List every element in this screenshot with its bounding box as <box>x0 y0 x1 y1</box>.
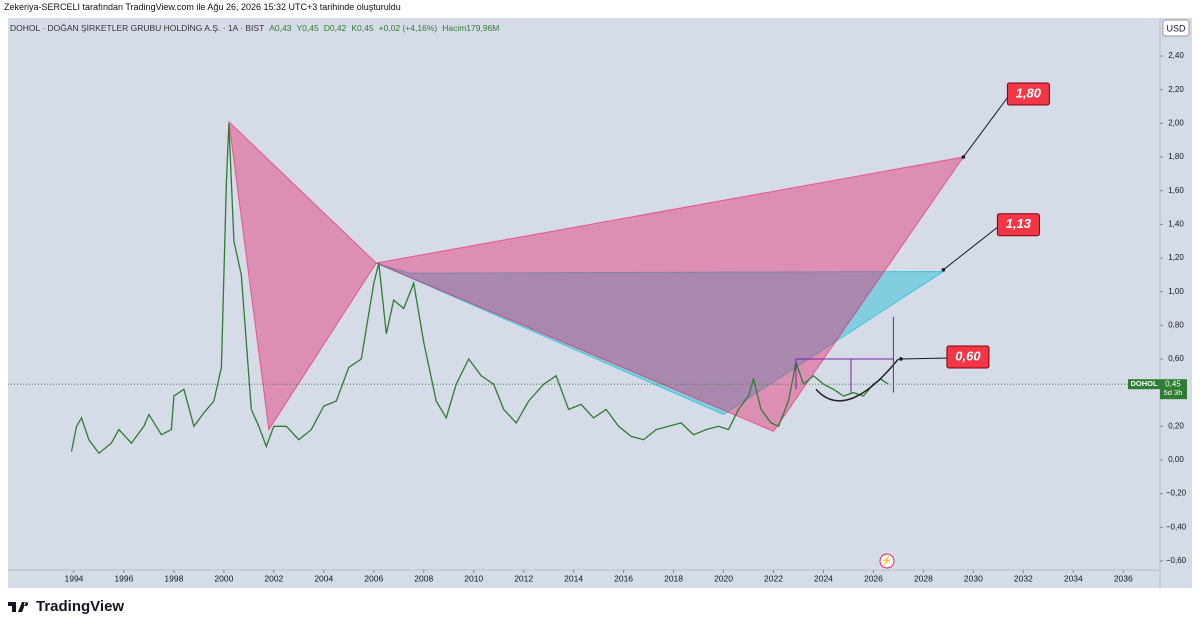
event-icon-glyph: ⚡ <box>881 554 892 566</box>
y-axis-background <box>1160 18 1192 588</box>
x-tick-label: 2000 <box>214 573 233 583</box>
x-tick-label: 2002 <box>264 573 283 583</box>
currency: USD <box>1166 23 1186 33</box>
cup-arc <box>815 358 899 402</box>
legend-value: K0,45 <box>351 23 374 33</box>
y-tick-label: 0,60 <box>1168 354 1184 363</box>
attribution: Zekeriya-SERCELI tarafından TradingView.… <box>4 2 401 12</box>
x-tick-label: 2004 <box>314 573 333 583</box>
y-tick-label: 2,20 <box>1168 85 1184 94</box>
x-tick-label: 2022 <box>764 573 783 583</box>
y-tick-label: 0,80 <box>1168 320 1184 329</box>
y-tick-label: −0,20 <box>1166 489 1187 498</box>
brand-logo <box>8 601 29 612</box>
x-tick-label: 2010 <box>464 573 483 583</box>
symbol-title: DOHOL · DOĞAN ŞİRKETLER GRUBU HOLDİNG A.… <box>10 23 265 33</box>
y-tick-label: −0,40 <box>1166 522 1187 531</box>
harmonic-pattern <box>228 120 377 432</box>
price-tag-label: 0,45 <box>1165 379 1181 388</box>
annotation-box <box>996 213 1040 237</box>
x-tick-label: 2030 <box>964 573 983 583</box>
legend-value: A0,43 <box>269 23 292 33</box>
x-tick-label: 2020 <box>714 573 733 583</box>
event-icon[interactable] <box>879 553 895 569</box>
annotation-leader <box>962 94 1010 158</box>
price-line <box>70 123 889 455</box>
y-tick-label: 2,00 <box>1168 118 1184 127</box>
x-tick-label: 1998 <box>164 573 183 583</box>
legend-value: Y0,45 <box>296 23 319 33</box>
y-tick-label: 1,80 <box>1168 152 1184 161</box>
annotation-label: 1,13 <box>1006 216 1032 231</box>
currency-box[interactable] <box>1162 19 1190 37</box>
countdown: 5d 3h <box>1164 388 1183 397</box>
x-tick-label: 2028 <box>914 573 933 583</box>
annotation-anchor <box>941 267 946 272</box>
x-tick-label: 2016 <box>614 573 633 583</box>
y-tick-label: 0,00 <box>1168 455 1184 464</box>
y-tick-label: −0,60 <box>1166 556 1187 565</box>
x-tick-label: 2006 <box>364 573 383 583</box>
plot: −0,60−0,40−0,200,000,200,400,600,801,001… <box>8 51 1187 583</box>
price-tag <box>1160 379 1187 400</box>
annotation-anchor <box>899 357 903 361</box>
annotation-leader <box>900 357 949 360</box>
x-tick-label: 2014 <box>564 573 583 583</box>
annotation-label: 1,80 <box>1016 85 1042 100</box>
annotation-leader <box>943 225 1000 271</box>
annotation-label: 0,60 <box>955 348 981 363</box>
x-tick-label: 2008 <box>414 573 433 583</box>
plot-background <box>8 18 1160 570</box>
symbol-legend: DOHOL · DOĞAN ŞİRKETLER GRUBU HOLDİNG A.… <box>10 23 499 33</box>
y-tick-label: 1,40 <box>1168 219 1184 228</box>
legend-value: +0,02 (+4,16%) <box>378 23 438 33</box>
y-tick-label: 1,00 <box>1168 287 1184 296</box>
x-tick-label: 1994 <box>64 573 83 583</box>
y-tick-label: 0,20 <box>1168 421 1184 430</box>
range-box <box>795 316 894 393</box>
x-tick-label: 2012 <box>514 573 533 583</box>
x-tick-label: 2018 <box>664 573 683 583</box>
y-tick-label: 2,40 <box>1168 51 1184 60</box>
x-tick-label: 2026 <box>864 573 883 583</box>
legend-value: D0,42 <box>323 23 347 33</box>
symbol-tag <box>1128 379 1160 390</box>
y-tick-label: 1,20 <box>1168 253 1184 262</box>
harmonic-pattern <box>374 156 965 432</box>
x-axis-background <box>8 570 1160 588</box>
brand-name: TradingView <box>36 598 125 615</box>
x-tick-label: 1996 <box>114 573 133 583</box>
x-tick-label: 2036 <box>1114 573 1133 583</box>
annotation-anchor <box>961 155 966 159</box>
x-tick-label: 2034 <box>1064 573 1083 583</box>
x-tick-label: 2024 <box>814 573 833 583</box>
brand: TradingView <box>8 598 124 615</box>
x-tick-label: 2032 <box>1014 573 1033 583</box>
annotation-box <box>946 345 990 369</box>
legend-value: Hacim179,96M <box>442 23 500 33</box>
annotation-box <box>1006 82 1050 106</box>
y-tick-label: 1,60 <box>1168 186 1184 195</box>
symbol-tag-label: DOHOL <box>1130 379 1158 388</box>
